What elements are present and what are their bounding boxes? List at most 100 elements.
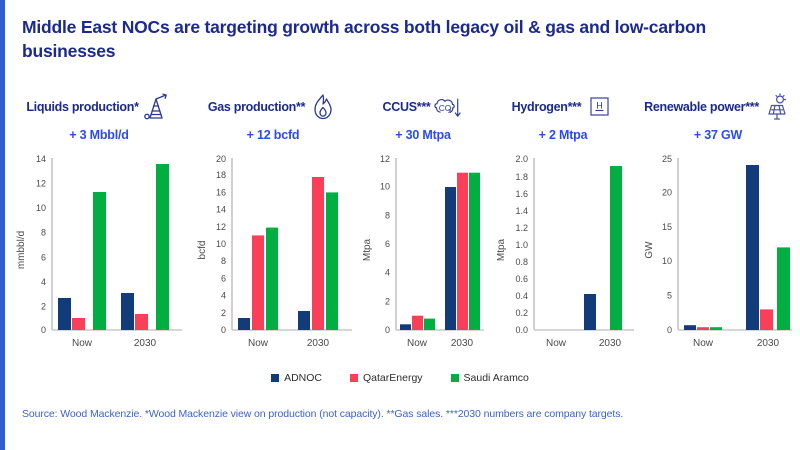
svg-text:15: 15 <box>662 222 672 232</box>
oil-derrick-icon <box>142 91 172 123</box>
svg-text:6: 6 <box>221 273 226 283</box>
co2-cloud-arrow-icon: CO 2 <box>433 91 463 123</box>
panel-delta-value: + 30 Mtpa <box>395 128 451 142</box>
svg-text:25: 25 <box>662 154 672 164</box>
legend-label-adnoc: ADNOC <box>284 372 322 384</box>
panel-header: Hydrogen*** H <box>488 84 638 130</box>
bar-group-2030 <box>746 165 790 330</box>
svg-text:Now: Now <box>248 338 269 349</box>
svg-text:6: 6 <box>41 252 46 262</box>
svg-text:10: 10 <box>380 182 390 192</box>
legend-label-qatarenergy: QatarEnergy <box>363 372 423 384</box>
svg-text:Now: Now <box>407 338 428 349</box>
svg-text:14: 14 <box>216 205 226 215</box>
hydrogen-box-icon: H <box>584 91 614 123</box>
svg-text:12: 12 <box>36 179 46 189</box>
panel-header: Renewable power*** <box>638 84 798 130</box>
panel-header: CCUS*** CO 2 <box>358 84 488 130</box>
left-accent-bar <box>0 0 5 450</box>
svg-text:1.8: 1.8 <box>515 172 528 182</box>
svg-text:2: 2 <box>448 109 451 115</box>
panel-title: Liquids production* <box>26 100 139 114</box>
bar-group-2030 <box>445 172 480 330</box>
y-axis: 0.0 0.2 0.4 0.6 0.8 1.0 1.2 1.4 1.6 1.8 … <box>496 154 535 335</box>
chart-panel-renewable-power: Renewable power*** + 37 GW <box>638 84 798 369</box>
svg-text:2: 2 <box>385 296 390 306</box>
chart-legend: ADNOC QatarEnergy Saudi Aramco <box>0 372 800 384</box>
svg-text:6: 6 <box>385 239 390 249</box>
panel-header: Gas production** <box>188 84 358 130</box>
panel-delta-value: + 2 Mtpa <box>538 128 588 142</box>
svg-text:0.8: 0.8 <box>515 257 528 267</box>
svg-text:H: H <box>597 101 604 111</box>
panel-title: Hydrogen*** <box>511 100 582 114</box>
legend-swatch-qatarenergy <box>350 374 358 382</box>
chart-panel-gas-production: Gas production** + 12 bcfd 0 <box>188 84 358 369</box>
svg-text:8: 8 <box>41 228 46 238</box>
panel-title: CCUS*** <box>382 100 431 114</box>
y-axis: 0 2 4 6 8 10 12 14 16 18 20 bcfd <box>197 154 233 335</box>
svg-text:14: 14 <box>36 154 46 164</box>
svg-text:CO: CO <box>439 103 452 113</box>
svg-text:4: 4 <box>41 277 46 287</box>
svg-text:1.2: 1.2 <box>515 223 528 233</box>
bar-chart-hydrogen: 0.0 0.2 0.4 0.6 0.8 1.0 1.2 1.4 1.6 1.8 … <box>488 152 638 367</box>
svg-text:0.2: 0.2 <box>515 308 528 318</box>
svg-text:2030: 2030 <box>757 338 780 349</box>
panel-delta-value: + 12 bcfd <box>246 128 300 142</box>
svg-text:8: 8 <box>221 256 226 266</box>
svg-text:12: 12 <box>216 222 226 232</box>
bar-chart-renewable-power: 0 5 10 15 20 25 GW <box>638 152 798 367</box>
legend-swatch-saudi-aramco <box>450 374 459 382</box>
svg-text:0: 0 <box>385 325 390 335</box>
panel-delta-value: + 3 Mbbl/d <box>69 128 129 142</box>
y-axis: 0 5 10 15 20 25 GW <box>644 154 679 335</box>
svg-text:Mtpa: Mtpa <box>362 238 373 261</box>
legend-item-saudi-aramco: Saudi Aramco <box>450 372 529 384</box>
bar-group-now <box>400 315 435 330</box>
svg-text:8: 8 <box>385 210 390 220</box>
svg-text:Now: Now <box>72 338 93 349</box>
chart-panel-ccus: CCUS*** CO 2 + 30 <box>358 84 488 369</box>
svg-text:GW: GW <box>644 241 655 259</box>
bar-group-now <box>238 227 278 330</box>
bar-group-2030 <box>298 177 338 330</box>
svg-text:0.6: 0.6 <box>515 274 528 284</box>
svg-text:2030: 2030 <box>451 338 474 349</box>
bar-chart-liquids-production: 0 2 4 6 8 10 12 14 mmbbl/d <box>10 152 188 367</box>
bar-group-2030 <box>584 166 622 330</box>
panel-delta-value: + 37 GW <box>693 128 743 142</box>
svg-text:Now: Now <box>693 338 714 349</box>
bar-group-now <box>684 325 722 330</box>
panel-title: Renewable power*** <box>644 100 759 114</box>
svg-text:Now: Now <box>546 338 567 349</box>
panel-header: Liquids production* <box>10 84 188 130</box>
svg-text:Mtpa: Mtpa <box>496 238 507 261</box>
svg-text:20: 20 <box>662 187 672 197</box>
svg-text:0.4: 0.4 <box>515 291 528 301</box>
source-note: Source: Wood Mackenzie. *Wood Mackenzie … <box>22 408 624 420</box>
y-axis: 0 2 4 6 8 10 12 14 mmbbl/d <box>16 154 53 335</box>
svg-text:5: 5 <box>667 291 672 301</box>
svg-text:12: 12 <box>380 154 390 164</box>
svg-text:10: 10 <box>216 239 226 249</box>
legend-swatch-adnoc <box>271 374 280 382</box>
svg-text:2: 2 <box>41 301 46 311</box>
svg-text:2.0: 2.0 <box>515 154 528 164</box>
svg-text:0: 0 <box>667 325 672 335</box>
chart-panel-group: Liquids production* + 3 Mbbl/d <box>10 84 800 369</box>
bar-chart-gas-production: 0 2 4 6 8 10 12 14 16 18 20 bcfd <box>188 152 358 367</box>
y-axis: 0 2 4 6 8 10 12 Mtpa <box>362 154 397 335</box>
panel-title: Gas production** <box>207 100 306 114</box>
svg-text:0: 0 <box>41 325 46 335</box>
bar-group-2030 <box>121 164 169 330</box>
solar-panel-icon <box>762 91 792 123</box>
bar-group-now <box>58 192 106 330</box>
page-title: Middle East NOCs are targeting growth ac… <box>22 17 706 61</box>
svg-text:0: 0 <box>221 325 226 335</box>
chart-panel-hydrogen: Hydrogen*** H + 2 Mtpa 0.0 0.2 0. <box>488 84 638 369</box>
legend-item-adnoc: ADNOC <box>271 372 322 384</box>
svg-text:16: 16 <box>216 187 226 197</box>
svg-text:bcfd: bcfd <box>197 241 208 260</box>
